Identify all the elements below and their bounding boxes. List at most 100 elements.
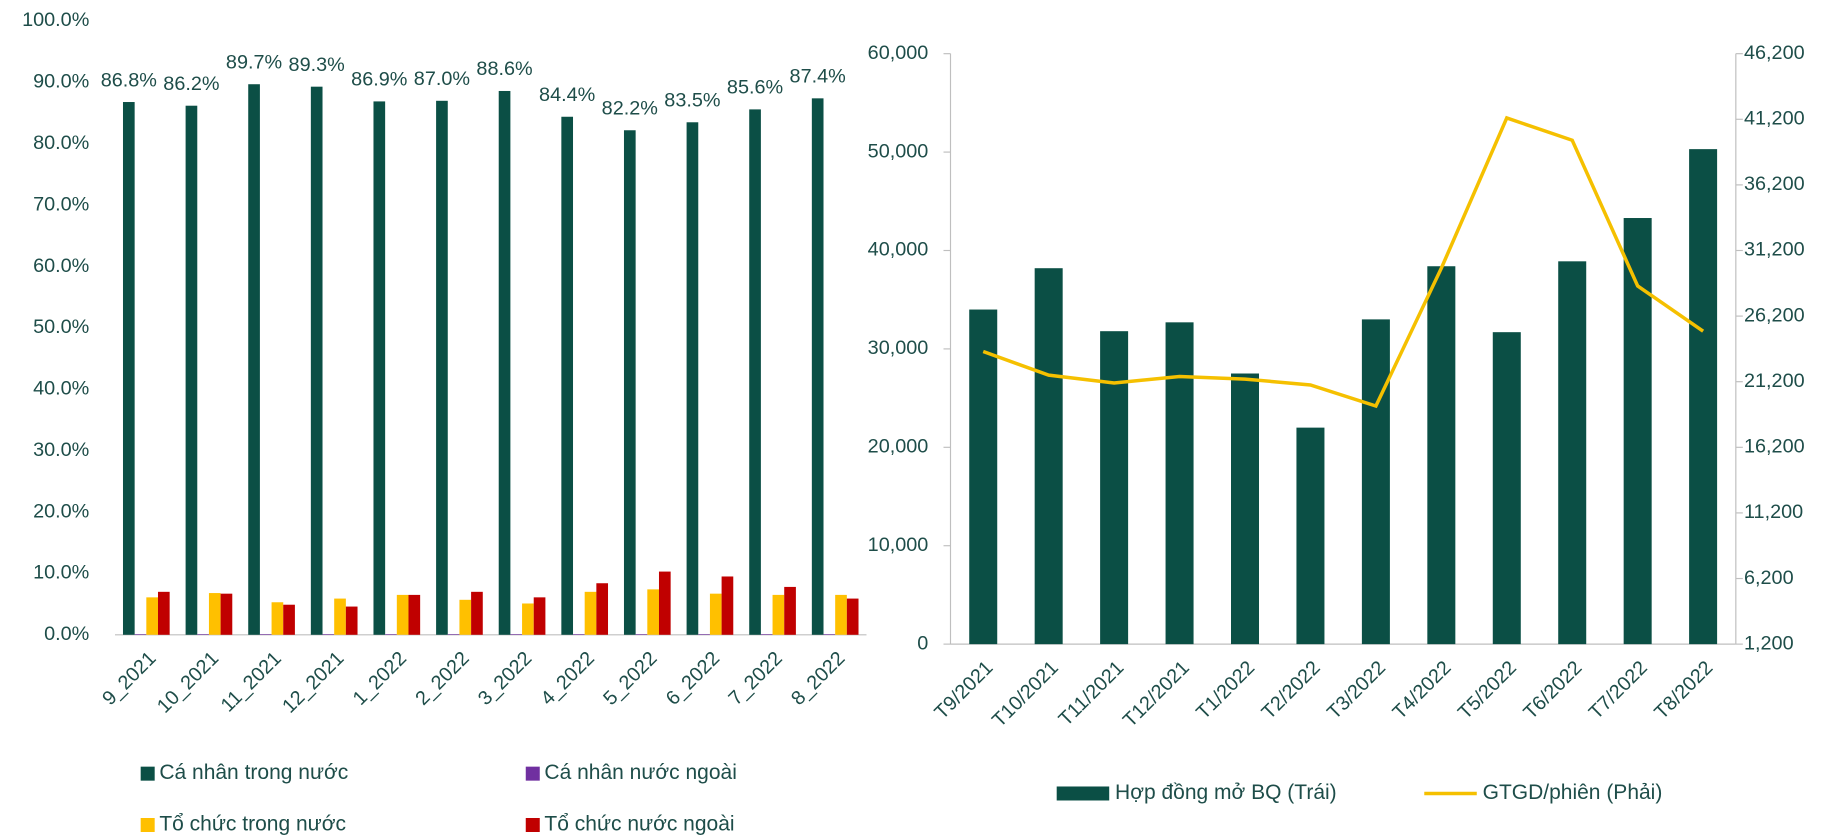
x-tick-label: 7_2022 xyxy=(724,647,786,709)
y2-tick-label: 41,200 xyxy=(1744,108,1805,130)
y-tick-label: 0.0% xyxy=(44,623,89,645)
bar xyxy=(698,634,710,635)
bar xyxy=(721,576,734,635)
bar xyxy=(709,593,722,635)
bar xyxy=(271,602,284,635)
y-tick-label: 30,000 xyxy=(868,337,929,359)
bar xyxy=(157,591,170,635)
bar xyxy=(1558,261,1587,645)
y2-tick-label: 26,200 xyxy=(1744,304,1805,326)
x-tick-label: T6/2022 xyxy=(1519,657,1586,724)
x-tick-label: T3/2022 xyxy=(1323,657,1390,724)
x-tick-label: 11_2021 xyxy=(217,647,286,716)
data-label: 86.9% xyxy=(351,69,407,91)
data-label: 83.5% xyxy=(664,90,720,112)
bar xyxy=(498,90,511,635)
bar xyxy=(459,599,472,635)
bar xyxy=(760,634,773,635)
bar xyxy=(1100,331,1129,645)
bar xyxy=(623,130,636,635)
bar xyxy=(749,109,761,635)
bar xyxy=(846,598,859,635)
data-label: 87.4% xyxy=(790,66,846,88)
x-tick-label: 3_2022 xyxy=(474,647,536,709)
legend-label: Tổ chức trong nước xyxy=(159,813,346,836)
bar xyxy=(283,604,295,635)
bar xyxy=(573,634,585,635)
data-label: 89.3% xyxy=(289,54,345,76)
bar xyxy=(1034,268,1063,645)
legend-swatch xyxy=(140,766,155,781)
legend-label: GTGD/phiên (Phải) xyxy=(1483,781,1663,804)
bar xyxy=(772,594,785,635)
bar xyxy=(686,122,699,635)
data-label: 87.0% xyxy=(414,68,470,90)
bar xyxy=(1296,427,1325,645)
bar xyxy=(208,593,221,635)
y-tick-label: 90.0% xyxy=(33,71,89,93)
x-tick-label: T7/2022 xyxy=(1585,657,1652,724)
bar xyxy=(197,634,209,635)
x-tick-label: T9/2021 xyxy=(930,657,997,724)
y2-tick-label: 21,200 xyxy=(1744,370,1805,392)
y-tick-label: 0 xyxy=(917,632,928,654)
bar xyxy=(1165,322,1194,645)
x-tick-label: T4/2022 xyxy=(1389,657,1456,724)
legend-label: Hợp đồng mở BQ (Trái) xyxy=(1115,781,1337,804)
x-tick-label: T5/2022 xyxy=(1454,657,1521,724)
bar xyxy=(322,634,335,635)
y-tick-label: 50.0% xyxy=(33,316,89,338)
bar xyxy=(385,634,397,635)
y-tick-label: 100.0% xyxy=(22,9,89,31)
y-tick-label: 40.0% xyxy=(33,378,89,400)
data-label: 82.2% xyxy=(602,97,658,119)
legend-swatch xyxy=(525,817,540,832)
bar xyxy=(396,594,409,635)
bar xyxy=(408,594,421,635)
data-label: 85.6% xyxy=(727,77,783,99)
y2-tick-label: 46,200 xyxy=(1744,42,1805,64)
bar xyxy=(969,309,998,645)
bar xyxy=(533,597,546,635)
bar xyxy=(334,598,346,635)
bar xyxy=(658,571,671,635)
data-label: 86.8% xyxy=(101,69,157,91)
x-tick-label: T12/2021 xyxy=(1119,657,1194,732)
bar xyxy=(185,105,198,635)
y-tick-label: 20.0% xyxy=(33,500,89,522)
y-tick-label: 30.0% xyxy=(33,439,89,461)
bar xyxy=(436,100,448,635)
y-tick-label: 70.0% xyxy=(33,193,89,215)
bar xyxy=(510,634,523,635)
x-tick-label: T10/2021 xyxy=(988,657,1063,732)
bar xyxy=(471,591,483,635)
y-tick-label: 60,000 xyxy=(868,42,929,64)
line xyxy=(982,115,1705,409)
x-tick-label: 4_2022 xyxy=(537,647,599,709)
y2-tick-label: 16,200 xyxy=(1744,436,1805,458)
x-tick-label: 8_2022 xyxy=(787,647,849,709)
x-tick-label: T11/2021 xyxy=(1055,657,1129,731)
y-tick-label: 10.0% xyxy=(33,562,89,584)
legend-swatch xyxy=(140,817,155,832)
x-tick-label: 9_2021 xyxy=(98,647,160,709)
y2-tick-label: 36,200 xyxy=(1744,173,1805,195)
x-tick-label: 5_2022 xyxy=(599,647,661,709)
bar xyxy=(1427,266,1456,645)
bar xyxy=(220,593,233,635)
bar xyxy=(1689,149,1718,645)
bar xyxy=(259,634,272,635)
bar xyxy=(522,603,534,635)
x-tick-label: 10_2021 xyxy=(153,647,223,717)
bar xyxy=(373,101,386,635)
data-label: 88.6% xyxy=(476,58,532,80)
y2-tick-label: 1,200 xyxy=(1744,632,1794,654)
y-tick-label: 50,000 xyxy=(868,140,929,162)
y-tick-label: 40,000 xyxy=(868,239,929,261)
bar xyxy=(122,102,135,635)
bar xyxy=(146,597,158,635)
bar xyxy=(248,84,260,635)
bar xyxy=(635,634,648,635)
x-tick-label: T2/2022 xyxy=(1258,657,1325,724)
x-tick-label: T8/2022 xyxy=(1650,657,1717,724)
